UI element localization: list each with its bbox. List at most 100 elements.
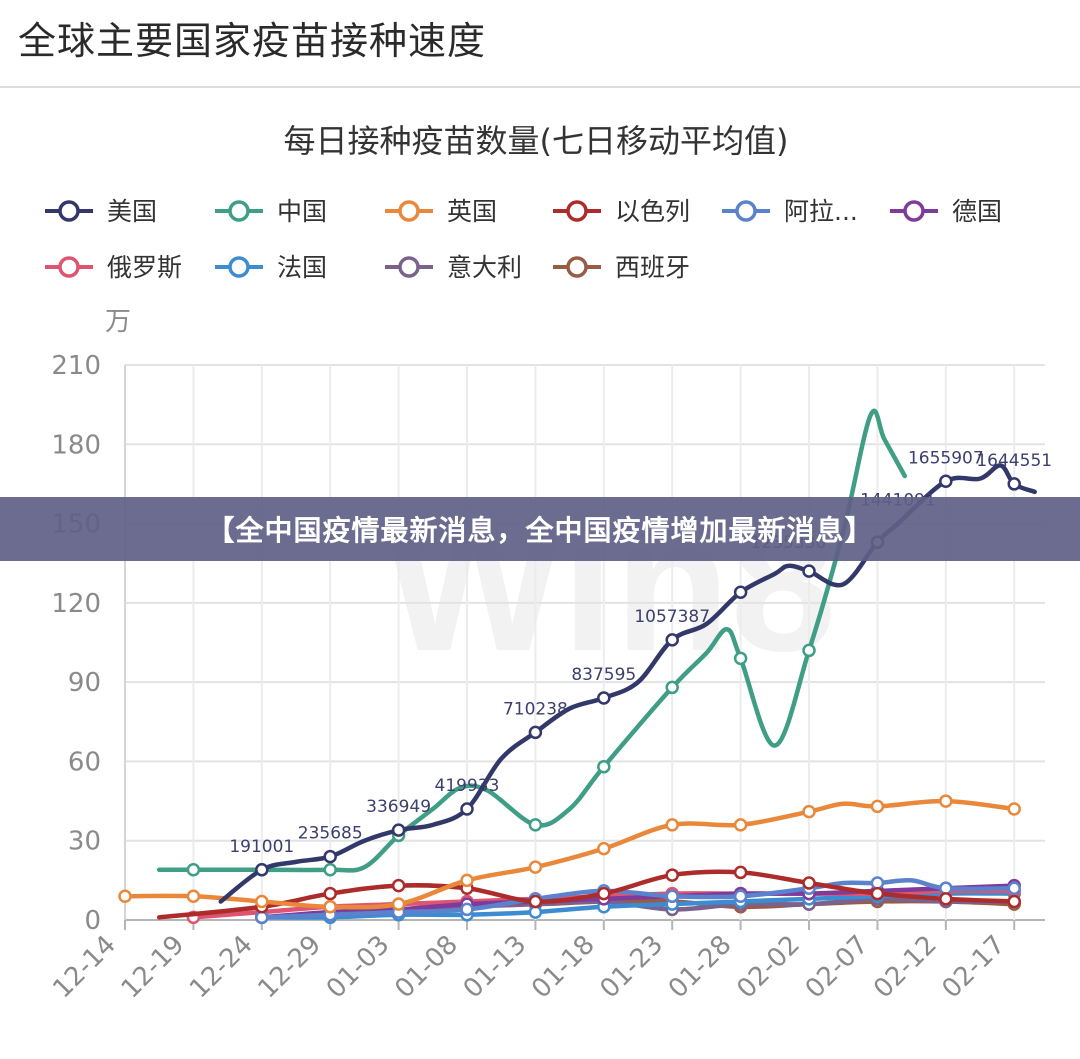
legend-item-阿拉...[interactable]: 阿拉...: [722, 197, 858, 226]
data-point[interactable]: [733, 585, 748, 600]
data-point[interactable]: [939, 794, 953, 808]
series-英国: [118, 794, 1021, 914]
data-point[interactable]: [802, 804, 816, 819]
data-point[interactable]: [323, 900, 337, 914]
x-tick-label: 01-23: [595, 930, 670, 1005]
data-point[interactable]: [665, 868, 679, 882]
data-point[interactable]: [733, 651, 748, 666]
data-point[interactable]: [391, 897, 406, 911]
series-美国: [218, 463, 1037, 904]
data-point[interactable]: [460, 873, 474, 888]
data-point[interactable]: [186, 863, 201, 877]
y-axis-unit-label: 万: [105, 307, 131, 337]
legend-item-意大利[interactable]: 意大利: [385, 253, 522, 282]
data-point[interactable]: [870, 886, 885, 901]
data-point[interactable]: [186, 889, 201, 903]
x-tick-label: 02-17: [937, 930, 1012, 1005]
data-point[interactable]: [733, 818, 748, 832]
data-point[interactable]: [528, 818, 543, 832]
data-label: 191001: [229, 837, 294, 857]
data-point[interactable]: [597, 691, 611, 705]
data-point[interactable]: [1007, 802, 1021, 816]
data-point[interactable]: [323, 863, 337, 877]
data-point[interactable]: [1007, 477, 1021, 491]
series-中国: [156, 408, 908, 877]
data-label: 235685: [298, 824, 363, 844]
y-tick-label: 0: [84, 906, 101, 936]
legend-marker: [566, 256, 588, 278]
data-point[interactable]: [733, 889, 748, 903]
data-point[interactable]: [665, 633, 679, 647]
data-point[interactable]: [665, 680, 679, 695]
x-tick-label: 02-02: [731, 930, 806, 1005]
data-point[interactable]: [528, 860, 543, 874]
legend-label: 美国: [107, 197, 157, 226]
x-tick-label: 12-14: [47, 930, 122, 1005]
y-tick-label: 60: [68, 747, 101, 777]
y-tick-label: 120: [51, 589, 101, 619]
legend-item-西班牙[interactable]: 西班牙: [553, 253, 690, 282]
data-point[interactable]: [118, 889, 132, 903]
data-point[interactable]: [323, 849, 337, 864]
legend-label: 意大利: [447, 253, 522, 282]
data-point[interactable]: [255, 894, 269, 909]
legend-label: 德国: [952, 197, 1002, 226]
x-tick-label: 02-12: [868, 930, 943, 1005]
legend-label: 以色列: [615, 197, 690, 226]
data-point[interactable]: [597, 759, 611, 774]
legend-item-美国[interactable]: 美国: [45, 197, 157, 226]
x-tick-label: 01-18: [526, 930, 601, 1005]
data-label: 1655907: [908, 448, 984, 468]
x-tick-label: 01-28: [663, 930, 738, 1005]
data-point[interactable]: [870, 799, 885, 814]
y-tick-label: 180: [51, 430, 101, 460]
data-label: 837595: [571, 665, 636, 685]
x-tick-label: 12-29: [253, 930, 328, 1005]
page-title: 全球主要国家疫苗接种速度: [18, 19, 487, 63]
data-point[interactable]: [391, 823, 406, 837]
data-point[interactable]: [255, 863, 269, 877]
data-point[interactable]: [460, 802, 474, 816]
data-point[interactable]: [323, 886, 337, 901]
data-point[interactable]: [528, 725, 543, 740]
data-point[interactable]: [460, 902, 474, 917]
legend-marker: [228, 256, 250, 278]
x-tick-label: 01-03: [321, 930, 396, 1005]
legend-marker: [58, 256, 80, 278]
legend-marker: [903, 200, 925, 222]
data-point[interactable]: [1007, 881, 1021, 896]
data-point[interactable]: [802, 876, 816, 890]
data-point[interactable]: [802, 643, 816, 658]
data-point[interactable]: [597, 886, 611, 901]
data-point[interactable]: [665, 889, 679, 903]
legend-marker: [228, 200, 250, 222]
x-tick-label: 02-07: [800, 930, 875, 1005]
x-tick-label: 01-13: [458, 930, 533, 1005]
data-label: 336949: [366, 797, 431, 817]
legend-label: 英国: [447, 197, 497, 226]
legend-label: 中国: [277, 197, 327, 226]
data-point[interactable]: [597, 841, 611, 856]
data-point[interactable]: [733, 865, 748, 880]
data-point[interactable]: [1007, 894, 1021, 909]
headline-banner[interactable]: 【全中国疫情最新消息，全中国疫情增加最新消息】: [0, 497, 1080, 561]
data-point[interactable]: [939, 892, 953, 906]
x-tick-label: 12-19: [116, 930, 191, 1005]
legend-item-俄罗斯[interactable]: 俄罗斯: [45, 253, 182, 282]
data-point[interactable]: [391, 878, 406, 893]
legend-item-中国[interactable]: 中国: [215, 197, 327, 226]
data-point[interactable]: [528, 894, 543, 909]
legend-item-英国[interactable]: 英国: [385, 197, 497, 226]
legend-label: 俄罗斯: [107, 253, 182, 282]
legend-marker: [566, 200, 588, 222]
legend-item-法国[interactable]: 法国: [215, 253, 327, 282]
x-tick-label: 01-08: [389, 930, 464, 1005]
data-point[interactable]: [802, 564, 816, 578]
data-point[interactable]: [939, 474, 953, 489]
series-line: [156, 408, 908, 873]
legend-item-德国[interactable]: 德国: [890, 197, 1002, 226]
data-point[interactable]: [665, 818, 679, 832]
legend-marker: [398, 256, 420, 278]
legend-item-以色列[interactable]: 以色列: [553, 197, 690, 226]
legend-label: 阿拉...: [784, 197, 858, 226]
